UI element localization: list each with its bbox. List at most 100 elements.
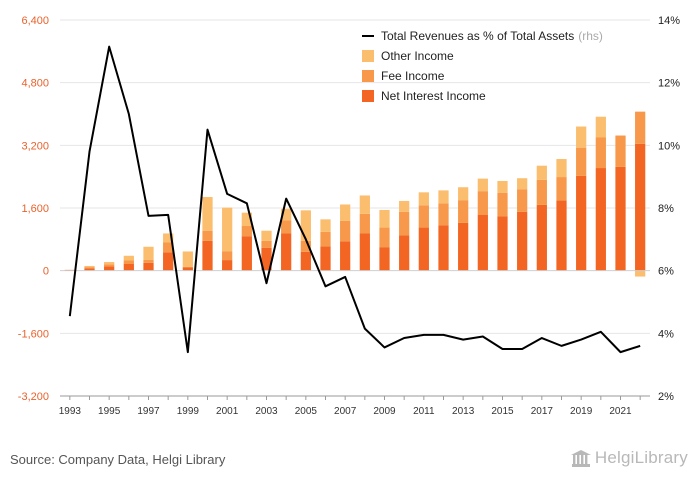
bar-segment: [281, 233, 292, 271]
bar-segment: [84, 268, 95, 271]
footer: Source: Company Data, Helgi Library Helg…: [0, 440, 700, 483]
brand-name: HelgiLibrary: [594, 448, 688, 467]
bar-segment: [576, 147, 587, 176]
right-tick-label: 4%: [658, 328, 674, 340]
bar-segment: [241, 236, 252, 271]
bar-segment: [320, 231, 331, 247]
bar-segment: [359, 213, 370, 234]
legend-label: Other Income: [381, 49, 454, 63]
bar-segment: [300, 210, 311, 241]
bar-segment: [576, 126, 587, 148]
x-tick-label: 2017: [531, 406, 554, 417]
bar-segment: [104, 264, 115, 267]
bar-segment: [84, 267, 95, 269]
bar-segment: [536, 165, 547, 180]
bar-segment: [202, 197, 213, 231]
bar-segment: [320, 219, 331, 232]
bar-segment: [497, 192, 508, 217]
legend-label: Net Interest Income: [381, 89, 486, 103]
bar-segment: [241, 226, 252, 237]
bar-segment: [615, 135, 626, 167]
bar-segment: [497, 216, 508, 271]
left-tick-label: -1,600: [18, 328, 49, 340]
x-tick-label: 2007: [334, 406, 357, 417]
left-axis-ticks: -3,200 -1,600 0 1,600 3,200 4,800 6,400: [18, 15, 49, 403]
bar-segment: [556, 159, 567, 178]
brand-logo: HelgiLibrary: [570, 448, 688, 468]
bar-segment: [418, 227, 429, 271]
bar-segment: [399, 211, 410, 236]
legend-box-swatch: [362, 90, 374, 102]
legend: Total Revenues as % of Total Assets (rhs)…: [362, 29, 603, 103]
bar-segment: [182, 267, 193, 271]
legend-label: Total Revenues as % of Total Assets (rhs): [381, 29, 603, 43]
x-tick-label: 2013: [452, 406, 475, 417]
chart: -3,200 -1,600 0 1,600 3,200 4,800 6,400 2% 4% 6%…: [18, 15, 680, 417]
bar-segment: [438, 225, 449, 271]
bar-segment: [379, 209, 390, 228]
bar-segment: [595, 168, 606, 271]
x-tick-label: 2021: [609, 406, 632, 417]
bar-segment: [222, 251, 233, 261]
bar-segment: [340, 220, 351, 242]
bar-segment: [123, 264, 134, 271]
bar-segment: [477, 191, 488, 215]
bar-segment: [458, 187, 469, 201]
bar-segment: [222, 207, 233, 252]
bar-segment: [202, 230, 213, 241]
line-series-path: [68, 45, 641, 354]
bar-segment: [399, 200, 410, 212]
bar-segment: [281, 220, 292, 234]
right-tick-label: 10%: [658, 140, 680, 152]
bar-segment: [399, 235, 410, 271]
x-tick-label: 1997: [137, 406, 160, 417]
bar-segment: [418, 192, 429, 206]
source-note: Source: Company Data, Helgi Library: [10, 452, 226, 467]
x-axis: 1993 1995 1997 1999 2001 2003 2005 2007 2009 2011…: [59, 395, 650, 417]
bar-segment: [281, 208, 292, 221]
bar-segment: [497, 180, 508, 193]
bar-segment: [379, 247, 390, 271]
bar-segment: [182, 266, 193, 268]
bar-segment: [379, 227, 390, 248]
bar-segment: [615, 166, 626, 271]
bar-segment: [143, 259, 154, 263]
left-tick-label: 6,400: [21, 15, 49, 27]
right-tick-label: 8%: [658, 203, 674, 215]
x-tick-label: 2019: [570, 406, 593, 417]
bar-segment: [143, 246, 154, 260]
bar-segment: [182, 251, 193, 267]
legend-box-swatch: [362, 70, 374, 82]
left-tick-label: 1,600: [21, 203, 49, 215]
bar-segment: [340, 204, 351, 221]
bar-segment: [359, 233, 370, 271]
bar-segment: [143, 262, 154, 271]
bar-segment: [556, 177, 567, 201]
bar-segment: [340, 241, 351, 271]
bar-segment: [635, 111, 646, 144]
right-tick-label: 6%: [658, 266, 674, 278]
revenue-ratio-line: [68, 45, 641, 354]
bar-segment: [536, 204, 547, 271]
bar-segment: [359, 195, 370, 214]
bar-segment: [222, 260, 233, 271]
bar-segment: [84, 265, 95, 268]
bar-segment: [595, 137, 606, 169]
legend-box-swatch: [362, 50, 374, 62]
bar-segment: [104, 266, 115, 271]
bar-segment: [163, 252, 174, 271]
bar-segment: [261, 247, 272, 271]
bar-segment: [595, 116, 606, 138]
x-tick-label: 2005: [295, 406, 318, 417]
bar-segment: [556, 200, 567, 271]
left-tick-label: 0: [43, 266, 49, 278]
legend-label: Fee Income: [381, 69, 445, 83]
bar-segment: [517, 211, 528, 271]
bar-segment: [202, 240, 213, 271]
bar-segment: [163, 233, 174, 243]
bar-segment: [261, 240, 272, 248]
bar-segment: [477, 178, 488, 192]
legend-note: (rhs): [578, 29, 603, 43]
bar-segment: [104, 262, 115, 265]
x-tick-label: 2011: [413, 406, 435, 417]
